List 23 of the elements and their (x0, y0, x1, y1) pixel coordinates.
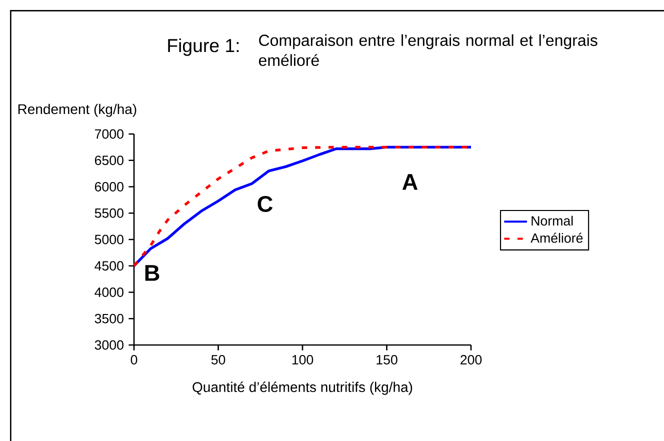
legend-label: Amélioré (530, 232, 583, 243)
chart-subtitle: Comparaison entre l’engrais normal et l’engrais emélioré (258, 34, 598, 66)
x-tick-label: 100 (292, 355, 314, 364)
x-tick-label: 50 (211, 355, 226, 364)
legend-label: Normal (532, 216, 573, 226)
annotation: A (402, 174, 418, 190)
x-tick-label: 0 (130, 355, 138, 364)
x-tick-label: 150 (376, 355, 398, 364)
y-tick-label: 4000 (94, 288, 124, 297)
y-tick-label: 5000 (94, 234, 124, 244)
y-tick-label: 7000 (94, 129, 124, 139)
y-tick-label: 6500 (94, 156, 124, 166)
annotation: C (258, 196, 273, 212)
y-axis-title: Rendement (kg/ha) (18, 104, 136, 117)
annotation: B (145, 265, 160, 281)
x-tick-label: 200 (460, 355, 482, 364)
y-tick-label: 3500 (94, 314, 124, 324)
y-tick-label: 6000 (94, 182, 124, 192)
y-tick-label: 5500 (94, 208, 124, 218)
y-tick-label: 4500 (94, 261, 124, 271)
x-axis-title: Quantité d’éléments nutritifs (kg/ha) (192, 382, 412, 395)
chart-title: Figure 1: (168, 38, 239, 56)
y-tick-label: 3000 (94, 340, 124, 350)
